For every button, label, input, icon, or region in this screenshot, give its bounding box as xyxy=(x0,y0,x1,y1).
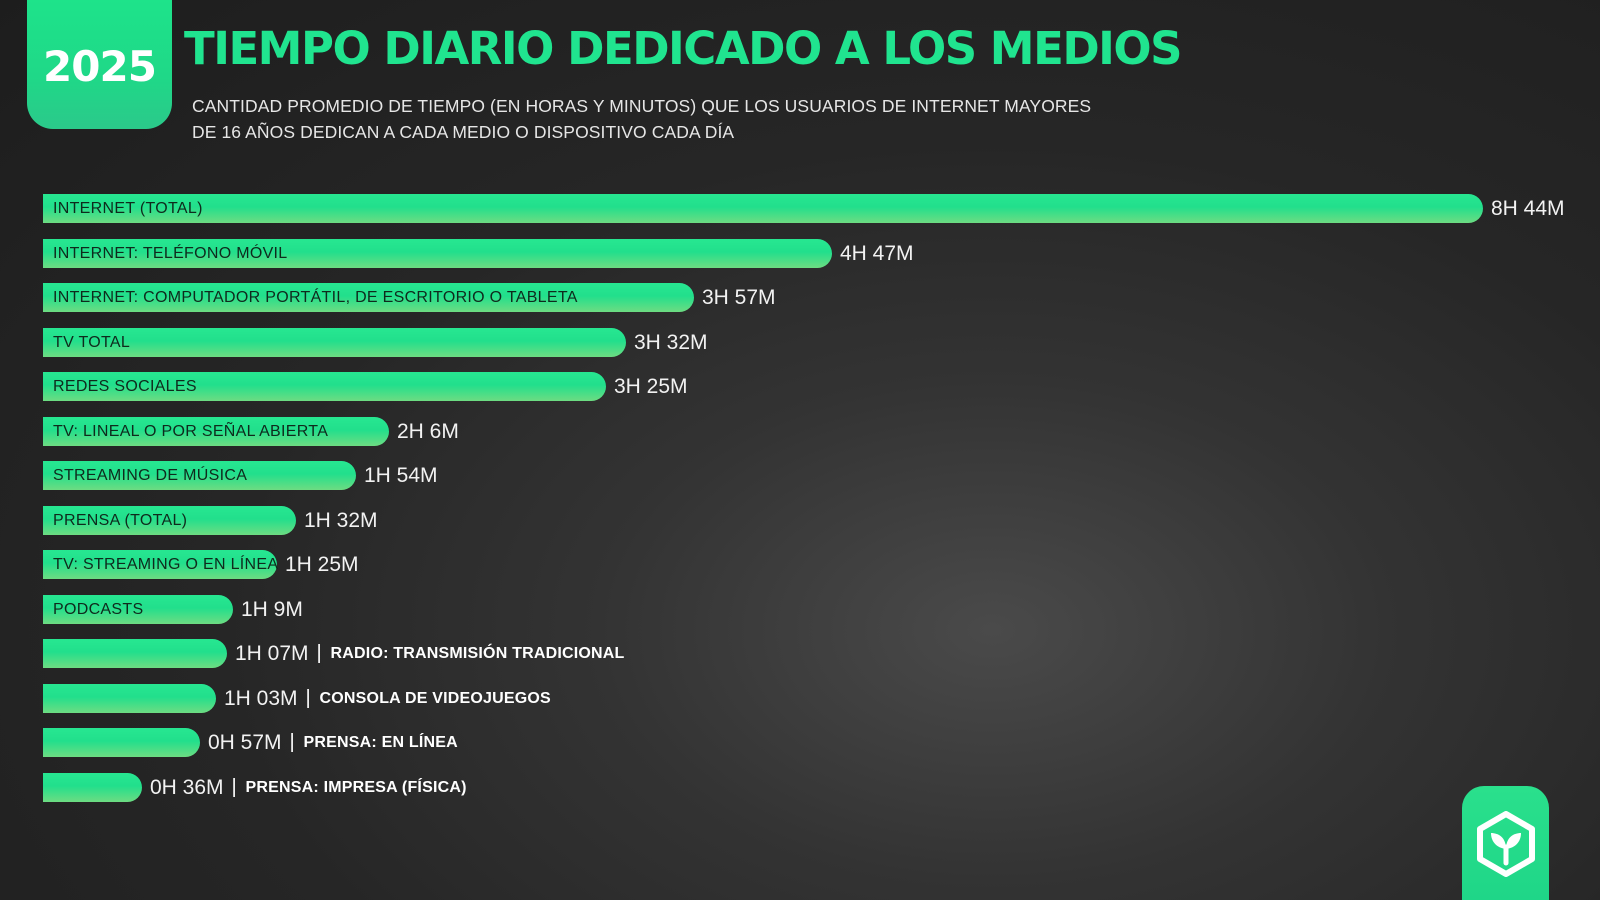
bar xyxy=(43,194,1483,223)
logo-tab xyxy=(1462,786,1549,900)
bar-value-label: 0H 57M xyxy=(208,731,282,754)
bar-category-label: TV: LINEAL O POR SEÑAL ABIERTA xyxy=(53,422,329,440)
bar-value-label: 3H 25M xyxy=(614,375,688,398)
bar xyxy=(43,594,233,624)
label-separator: | xyxy=(231,775,237,798)
bar-category-label: REDES SOCIALES xyxy=(53,378,197,395)
bar-value-label: 1H 25M xyxy=(285,553,359,576)
bar-category-label: TV: STREAMING O EN LÍNEA xyxy=(53,556,279,573)
bar-category-label: INTERNET: TELÉFONO MÓVIL xyxy=(53,244,288,262)
bar xyxy=(43,416,389,446)
bar xyxy=(43,461,356,490)
bar-value-label: 1H 07M xyxy=(235,642,309,665)
page-subtitle: CANTIDAD PROMEDIO DE TIEMPO (EN HORAS Y … xyxy=(192,96,1092,142)
bar-category-label: PRENSA (TOTAL) xyxy=(53,511,188,529)
bar-value-label: 1H 32M xyxy=(304,508,378,532)
bar-value-label: 1H 03M xyxy=(224,686,298,710)
bar xyxy=(43,728,200,757)
year-label: 2025 xyxy=(43,42,157,91)
bar-value-label: 4H 47M xyxy=(840,241,914,265)
bar-value-label: 8H 44M xyxy=(1491,197,1565,220)
bar-category-label: PRENSA: IMPRESA (FÍSICA) xyxy=(245,778,467,796)
bar-value-label: 3H 57M xyxy=(702,286,776,309)
bar xyxy=(43,772,142,802)
bar xyxy=(43,372,606,401)
bar-category-label: RADIO: TRANSMISIÓN TRADICIONAL xyxy=(330,645,625,662)
bar xyxy=(43,683,216,713)
bar-value-label: 1H 9M xyxy=(241,597,303,621)
label-separator: | xyxy=(289,731,295,753)
bar-category-label: INTERNET: COMPUTADOR PORTÁTIL, DE ESCRIT… xyxy=(53,289,578,306)
bar-category-label: CONSOLA DE VIDEOJUEGOS xyxy=(319,689,551,707)
bar xyxy=(43,238,832,268)
bar-category-label: PRENSA: EN LÍNEA xyxy=(303,734,458,751)
hexagon-sprout-icon xyxy=(1476,811,1535,877)
bar-value-label: 1H 54M xyxy=(364,464,438,487)
bar xyxy=(43,505,296,535)
bar-category-label: PODCASTS xyxy=(53,600,144,618)
bar-category-label: INTERNET (TOTAL) xyxy=(53,200,203,217)
bar-value-label: 0H 36M xyxy=(150,775,224,799)
bar-category-label: TV TOTAL xyxy=(53,333,131,351)
label-separator: | xyxy=(305,686,311,709)
bar xyxy=(43,327,626,357)
label-separator: | xyxy=(316,642,322,664)
bar xyxy=(43,283,694,312)
bar xyxy=(43,550,277,579)
bar-value-label: 3H 32M xyxy=(634,330,708,354)
bar-value-label: 2H 6M xyxy=(397,419,459,443)
bar-category-label: STREAMING DE MÚSICA xyxy=(53,467,248,484)
bar xyxy=(43,639,227,668)
page-title: TIEMPO DIARIO DEDICADO A LOS MEDIOS xyxy=(184,22,1183,75)
year-badge: 2025 xyxy=(27,0,172,129)
